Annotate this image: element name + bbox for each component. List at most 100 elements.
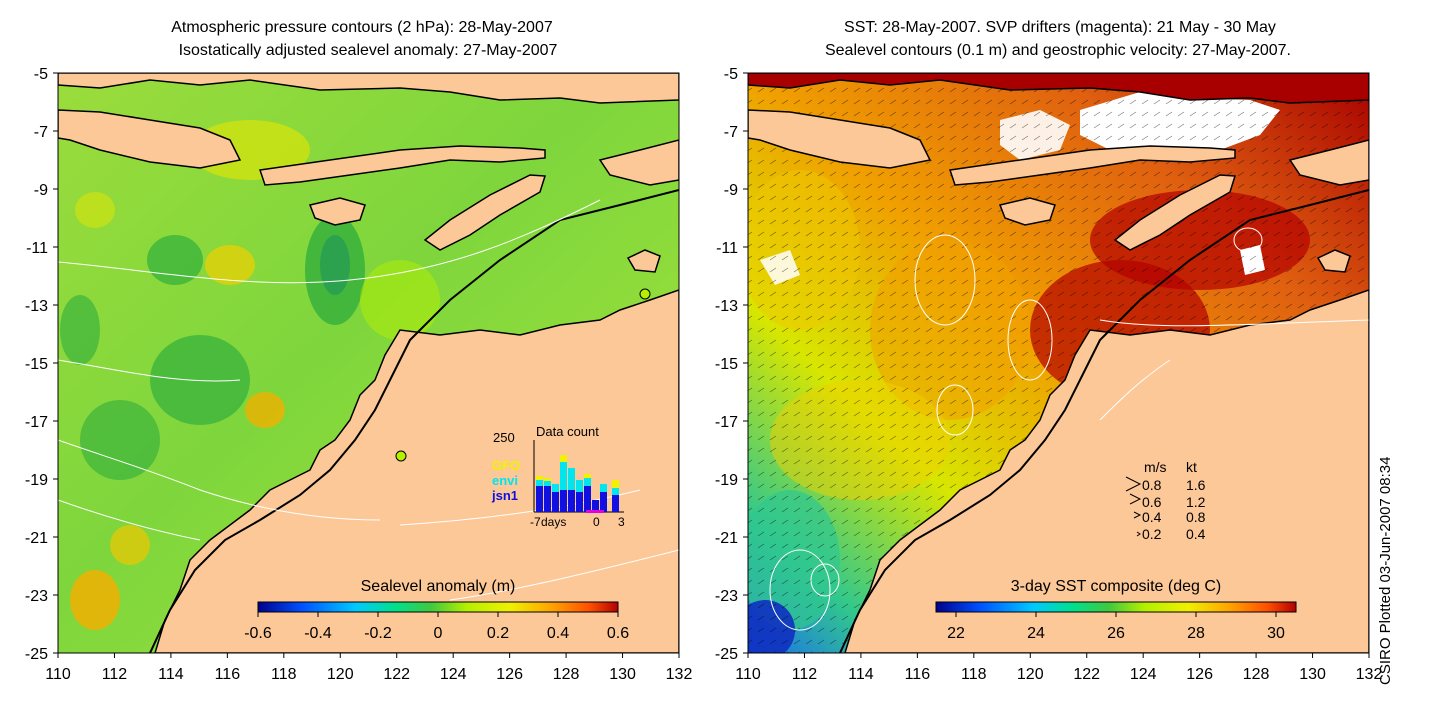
inset-ymax: 250 <box>493 430 515 445</box>
y-tick-label: -23 <box>715 588 738 605</box>
x-tick-label: 114 <box>848 666 874 683</box>
x-tick-label: 122 <box>1073 666 1100 683</box>
x-tick-label: 116 <box>905 666 931 683</box>
y-tick-label: -9 <box>34 182 48 199</box>
x-tick-label: 110 <box>735 666 761 683</box>
y-tick-label: -5 <box>724 66 738 83</box>
colorbar-tick-label: 24 <box>1027 625 1045 642</box>
y-tick-label: -25 <box>715 646 738 663</box>
x-tick-label: 116 <box>215 666 241 683</box>
velocity-row-ms: 0.2 <box>1142 526 1162 542</box>
velocity-row-ms: 0.8 <box>1142 477 1162 493</box>
velocity-row-kt: 0.4 <box>1186 526 1206 542</box>
y-tick-label: -5 <box>34 66 48 83</box>
x-tick-label: 130 <box>609 666 636 683</box>
x-tick-label: 124 <box>440 666 467 683</box>
x-tick-label: 128 <box>1243 666 1270 683</box>
plot-credit: CSIRO Plotted 03-Jun-2007 08:34 <box>1377 457 1394 685</box>
x-tick-label: 130 <box>1299 666 1326 683</box>
y-tick-label: -15 <box>715 356 738 373</box>
y-tick-label: -7 <box>724 124 738 141</box>
colorbar-tick-label: 22 <box>947 625 965 642</box>
y-tick-label: -17 <box>715 414 738 431</box>
inset-legend-gfo: GFO <box>492 458 520 473</box>
inset-xlabel-min: -7 <box>530 515 541 529</box>
x-tick-label: 114 <box>158 666 184 683</box>
inset-bars <box>536 455 619 513</box>
inset-xlabel-zero: 0 <box>593 515 600 529</box>
x-tick-label: 118 <box>271 666 297 683</box>
y-tick-label: -11 <box>26 240 48 257</box>
colorbar-tick-label: 0.4 <box>547 625 569 642</box>
colorbar-tick-label: 26 <box>1107 625 1125 642</box>
velocity-arrow-0.4 <box>1133 511 1142 519</box>
y-tick-label: -13 <box>25 298 48 315</box>
right-map <box>748 73 1369 653</box>
velocity-legend: m/s kt 0.8 1.6 0.6 1.2 0.4 0.8 0.2 0.4 <box>1125 459 1206 542</box>
colorbar-tick-label: 0 <box>434 625 443 642</box>
x-tick-label: 126 <box>496 666 523 683</box>
right-y-axis: -5 -7 -9 -11 -13 -15 -17 -19 -21 -23 -25 <box>715 66 748 663</box>
velocity-arrow-0.8 <box>1125 476 1142 492</box>
sst-colorbar: 3-day SST composite (deg C) 22 24 26 28 30 <box>935 578 1297 642</box>
right-title-line1: SST: 28-May-2007. SVP drifters (magenta)… <box>844 19 1276 36</box>
x-tick-label: 112 <box>102 666 128 683</box>
x-tick-label: 118 <box>961 666 987 683</box>
sla-colorbar: Sealevel anomaly (m) -0.6 -0.4 -0.2 0 0.2 0.4… <box>244 578 629 642</box>
x-tick-label: 128 <box>553 666 580 683</box>
left-title-line1: Atmospheric pressure contours (2 hPa): 2… <box>171 19 553 36</box>
left-y-axis: -5 -7 -9 -11 -13 -15 -17 -19 -21 -23 -25 <box>25 66 58 663</box>
y-tick-label: -15 <box>25 356 48 373</box>
inset-legend-jsn1: jsn1 <box>491 488 518 503</box>
left-map <box>58 73 679 653</box>
x-tick-label: 120 <box>327 666 354 683</box>
y-tick-label: -19 <box>25 472 48 489</box>
right-x-axis: 110 112 114 116 118 120 122 124 126 128 130 132 <box>735 653 1382 683</box>
x-tick-label: 132 <box>666 666 693 683</box>
sla-colorbar-label: Sealevel anomaly (m) <box>361 578 516 595</box>
left-title-line2: Isostatically adjusted sealevel anomaly:… <box>179 42 558 59</box>
data-count-inset: 250 Data count GFO envi jsn1 -7 days <box>491 424 625 529</box>
y-tick-label: -19 <box>715 472 738 489</box>
y-tick-label: -25 <box>25 646 48 663</box>
colorbar-tick-label: -0.6 <box>244 625 272 642</box>
x-tick-label: 132 <box>1356 666 1383 683</box>
velocity-arrow-0.6 <box>1129 493 1142 505</box>
y-tick-label: -7 <box>34 124 48 141</box>
inset-xlabel-days: days <box>541 515 566 529</box>
velocity-arrow-0.2 <box>1136 531 1141 537</box>
y-tick-label: -21 <box>715 530 738 547</box>
y-tick-label: -11 <box>716 240 738 257</box>
colorbar-tick-label: 28 <box>1187 625 1205 642</box>
velocity-header-kt: kt <box>1186 459 1197 475</box>
right-title-line2: Sealevel contours (0.1 m) and geostrophi… <box>825 42 1291 59</box>
colorbar-tick-label: 0.2 <box>487 625 509 642</box>
colorbar-tick-label: -0.2 <box>364 625 392 642</box>
right-panel: SST: 28-May-2007. SVP drifters (magenta)… <box>715 19 1383 683</box>
velocity-header-ms: m/s <box>1144 459 1167 475</box>
colorbar-tick-label: 30 <box>1267 625 1285 642</box>
y-tick-label: -9 <box>724 182 738 199</box>
colorbar-tick-label: -0.4 <box>304 625 332 642</box>
x-tick-label: 126 <box>1186 666 1213 683</box>
x-tick-label: 124 <box>1130 666 1157 683</box>
x-tick-label: 112 <box>792 666 818 683</box>
left-panel: Atmospheric pressure contours (2 hPa): 2… <box>25 19 693 683</box>
x-tick-label: 122 <box>383 666 410 683</box>
inset-legend-envi: envi <box>492 473 518 488</box>
velocity-row-ms: 0.4 <box>1142 509 1162 525</box>
y-tick-label: -21 <box>25 530 48 547</box>
left-x-axis: 110 112 114 116 118 120 122 124 126 128 130 132 <box>45 653 692 683</box>
y-tick-label: -17 <box>25 414 48 431</box>
velocity-row-kt: 1.6 <box>1186 477 1206 493</box>
colorbar-tick-label: 0.6 <box>607 625 629 642</box>
x-tick-label: 120 <box>1017 666 1044 683</box>
inset-xlabel-max: 3 <box>618 515 625 529</box>
sst-colorbar-label: 3-day SST composite (deg C) <box>1011 578 1221 595</box>
velocity-row-kt: 0.8 <box>1186 509 1206 525</box>
velocity-row-ms: 0.6 <box>1142 494 1162 510</box>
inset-title: Data count <box>536 424 599 439</box>
y-tick-label: -13 <box>715 298 738 315</box>
x-tick-label: 110 <box>45 666 71 683</box>
